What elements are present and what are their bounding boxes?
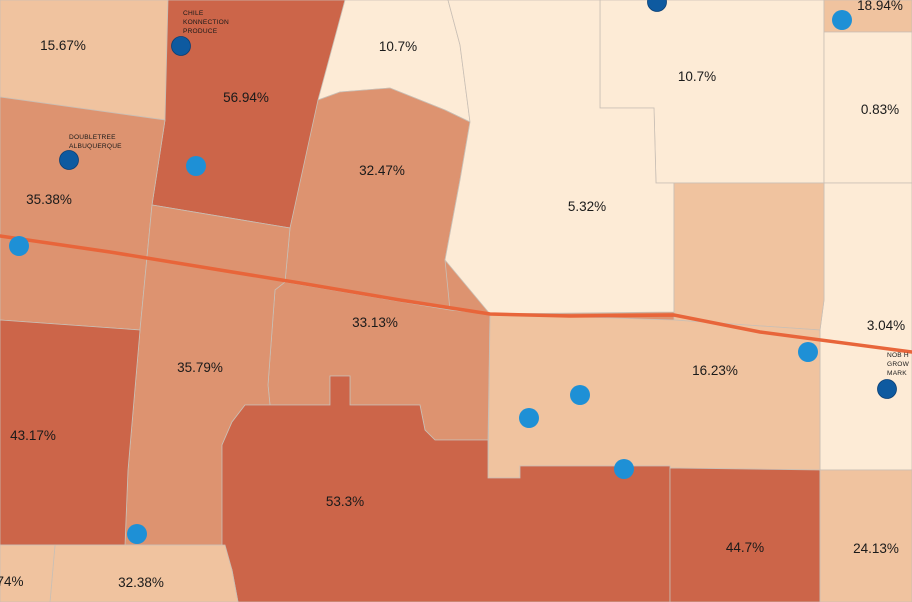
- tract-74[interactable]: [0, 544, 56, 602]
- location-dot-icon[interactable]: [9, 236, 29, 256]
- place-label-nob-line2: GROW: [887, 361, 910, 368]
- place-label-nob-line1: NOB H: [887, 352, 909, 359]
- location-dot-icon[interactable]: [127, 524, 147, 544]
- tract-label-44-7: 44.7%: [726, 540, 764, 555]
- location-dot-icon[interactable]: [519, 408, 539, 428]
- landmark-dot-icon[interactable]: [647, 0, 667, 12]
- landmark-dot-icon[interactable]: [59, 150, 79, 170]
- tract-label-33-13: 33.13%: [352, 315, 398, 330]
- place-label-doubletree-line1: DOUBLETREE: [69, 134, 116, 141]
- tract-label-24-13: 24.13%: [853, 541, 899, 556]
- place-label-chile-line3: PRODUCE: [183, 28, 218, 35]
- place-label-chile-line2: KONNECTION: [183, 19, 229, 26]
- landmark-dot-icon[interactable]: [171, 36, 191, 56]
- landmark-dot-icon[interactable]: [877, 379, 897, 399]
- tract-label-35-38: 35.38%: [26, 192, 72, 207]
- location-dot-icon[interactable]: [832, 10, 852, 30]
- highway-road: [0, 234, 912, 354]
- tract-label-35-79: 35.79%: [177, 360, 223, 375]
- location-dot-icon[interactable]: [798, 342, 818, 362]
- tract-label-3-04: 3.04%: [867, 318, 905, 333]
- tract-24-13[interactable]: [819, 469, 912, 602]
- tract-43-17[interactable]: [0, 319, 141, 546]
- place-label-nob-line3: MARK: [887, 370, 907, 377]
- tract-label-53-3: 53.3%: [326, 494, 364, 509]
- tract-0-83[interactable]: [823, 31, 912, 184]
- tract-label-32-47: 32.47%: [359, 163, 405, 178]
- tract-label-0-83: 0.83%: [861, 102, 899, 117]
- location-dot-icon[interactable]: [614, 459, 634, 479]
- tract-label-56-94: 56.94%: [223, 90, 269, 105]
- tract-label-16-23: 16.23%: [692, 363, 738, 378]
- location-dot-icon[interactable]: [186, 156, 206, 176]
- tract-label-18-94: 18.94%: [857, 0, 903, 13]
- tract-label-32-38: 32.38%: [118, 575, 164, 590]
- place-label-chile-line1: CHILE: [183, 10, 204, 17]
- tract-35-38[interactable]: [0, 96, 166, 331]
- tract-label-15-67: 15.67%: [40, 38, 86, 53]
- tract-label-74: 74%: [0, 574, 24, 589]
- tract-label-10-7-north: 10.7%: [379, 39, 417, 54]
- location-dot-icon[interactable]: [570, 385, 590, 405]
- tract-tan-mid[interactable]: [673, 182, 825, 331]
- tract-44-7[interactable]: [669, 467, 821, 602]
- tract-label-43-17: 43.17%: [10, 428, 56, 443]
- tract-label-10-7-ne: 10.7%: [678, 69, 716, 84]
- tract-label-5-32: 5.32%: [568, 199, 606, 214]
- place-label-doubletree-line2: ALBUQUERQUE: [69, 143, 122, 150]
- tract-16-23[interactable]: [487, 313, 821, 479]
- tract-32-38[interactable]: [49, 544, 239, 602]
